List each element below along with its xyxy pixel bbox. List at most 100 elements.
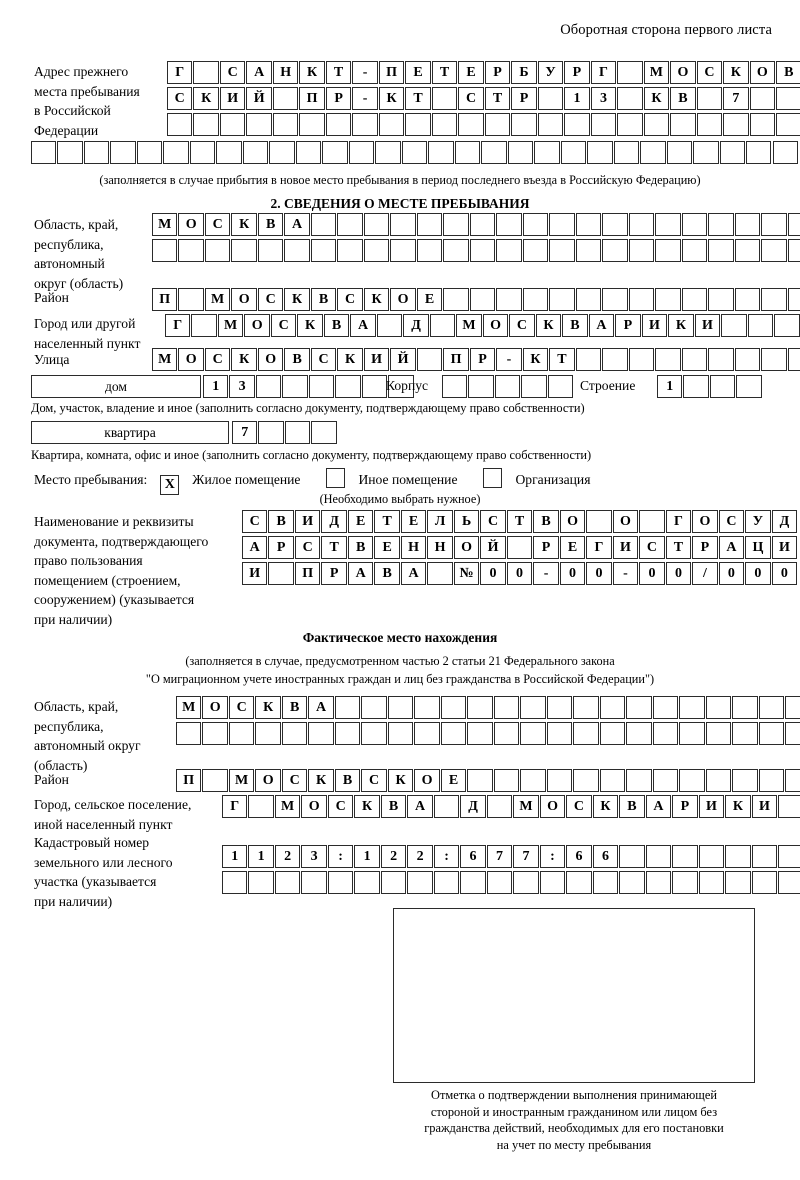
char-cell[interactable] [322,141,348,164]
char-cell[interactable]: С [242,510,268,533]
char-cell[interactable] [652,696,679,719]
char-cell[interactable] [546,769,573,792]
char-cell[interactable] [679,769,705,792]
char-cell[interactable] [787,348,800,371]
char-cell[interactable]: К [723,61,749,84]
char-cell[interactable]: А [347,562,374,585]
char-cell[interactable] [719,141,745,164]
char-cell[interactable]: О [539,795,566,818]
char-cell[interactable] [787,213,800,236]
char-cell[interactable]: И [363,348,390,371]
char-cell[interactable]: М [643,61,670,84]
char-cell[interactable]: С [204,348,231,371]
char-cell[interactable] [736,375,762,398]
char-cell[interactable] [683,375,709,398]
char-cell[interactable]: 0 [665,562,692,585]
char-cell[interactable] [761,239,787,262]
char-cell[interactable] [599,769,626,792]
char-cell[interactable]: М [152,213,178,236]
char-cell[interactable] [486,795,513,818]
char-cell[interactable] [496,288,522,311]
char-cell[interactable] [522,213,549,236]
char-cell[interactable] [272,87,299,110]
char-cell[interactable] [494,375,521,398]
char-cell[interactable]: Е [559,536,586,559]
char-cell[interactable]: К [592,795,619,818]
char-cell[interactable]: 0 [639,562,665,585]
char-cell[interactable] [628,348,655,371]
char-cell[interactable] [617,61,643,84]
cadastral-row-2[interactable] [222,871,800,894]
prev-address-row-3[interactable] [167,113,800,136]
char-cell[interactable] [460,871,486,894]
char-cell[interactable]: 7 [723,87,749,110]
char-cell[interactable] [440,696,467,719]
char-cell[interactable]: О [178,348,204,371]
char-cell[interactable] [619,871,645,894]
char-cell[interactable] [628,239,655,262]
char-cell[interactable] [573,696,599,719]
char-cell[interactable]: Г [590,61,617,84]
char-cell[interactable]: Й [390,348,416,371]
char-cell[interactable] [666,141,693,164]
char-cell[interactable] [416,348,443,371]
char-cell[interactable] [431,87,458,110]
char-cell[interactable]: С [337,288,363,311]
char-cell[interactable] [219,113,246,136]
char-cell[interactable]: Е [400,510,427,533]
char-cell[interactable] [575,239,602,262]
char-cell[interactable]: 0 [745,562,771,585]
char-cell[interactable]: В [347,536,374,559]
char-cell[interactable] [228,722,255,745]
char-cell[interactable] [655,348,681,371]
char-cell[interactable] [734,239,761,262]
char-cell[interactable] [401,141,428,164]
char-cell[interactable]: М [513,795,539,818]
char-cell[interactable] [416,213,443,236]
char-cell[interactable]: / [692,562,718,585]
char-cell[interactable]: Т [325,61,352,84]
char-cell[interactable] [602,288,628,311]
char-cell[interactable] [645,845,672,868]
char-cell[interactable]: А [400,562,427,585]
char-cell[interactable] [758,769,785,792]
document-row-3[interactable]: И П Р А В А № 0 0-0 0-0 0/0 0 0 [242,562,798,585]
char-cell[interactable] [258,421,284,444]
char-cell[interactable] [136,141,163,164]
char-cell[interactable]: И [694,314,721,337]
char-cell[interactable] [785,722,800,745]
char-cell[interactable]: В [562,314,588,337]
char-cell[interactable]: М [176,696,202,719]
char-cell[interactable]: 3 [301,845,327,868]
char-cell[interactable]: О [244,314,270,337]
char-cell[interactable] [202,769,228,792]
char-cell[interactable]: Н [427,536,453,559]
char-cell[interactable]: М [228,769,255,792]
char-cell[interactable]: К [354,795,380,818]
char-cell[interactable] [734,213,761,236]
char-cell[interactable] [586,510,612,533]
char-cell[interactable]: К [363,288,390,311]
char-cell[interactable] [433,871,460,894]
char-cell[interactable] [255,375,282,398]
char-cell[interactable] [778,871,800,894]
char-cell[interactable] [335,375,361,398]
char-cell[interactable] [546,722,573,745]
char-cell[interactable] [617,113,643,136]
char-cell[interactable]: У [745,510,771,533]
char-cell[interactable]: Т [374,510,400,533]
char-cell[interactable] [626,722,652,745]
char-cell[interactable] [327,871,354,894]
char-cell[interactable] [708,348,734,371]
char-cell[interactable] [493,769,520,792]
char-cell[interactable]: Т [431,61,458,84]
char-cell[interactable]: С [294,536,321,559]
char-cell[interactable] [776,113,800,136]
char-cell[interactable] [176,722,202,745]
char-cell[interactable] [626,696,652,719]
char-cell[interactable] [414,696,440,719]
char-cell[interactable]: Р [511,87,537,110]
